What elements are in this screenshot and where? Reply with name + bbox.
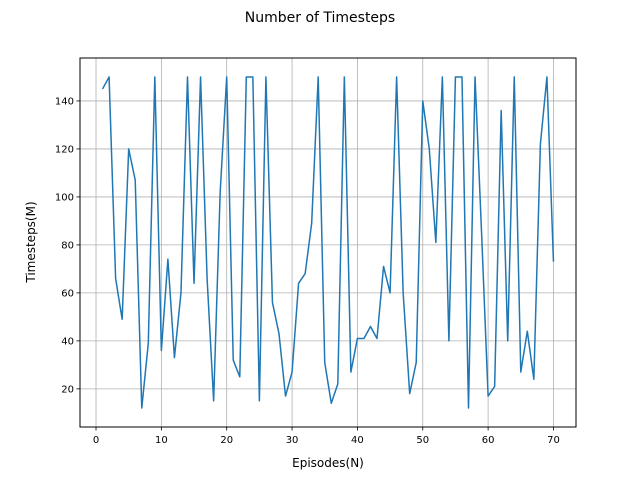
- plot-frame: [79, 57, 577, 428]
- x-tick-label: 30: [286, 435, 299, 446]
- series-line: [101, 76, 555, 409]
- x-tick-label: 20: [220, 435, 233, 446]
- chart-title: Number of Timesteps: [245, 10, 395, 26]
- x-tick-label: 10: [155, 435, 168, 446]
- y-tick-label: 40: [61, 336, 74, 347]
- x-tick-label: 70: [547, 435, 560, 446]
- x-axis-label: Episodes(N): [292, 456, 364, 470]
- x-tick-label: 0: [93, 435, 99, 446]
- y-tick-label: 80: [61, 240, 74, 251]
- y-tick-label: 20: [61, 384, 74, 395]
- series-group: [101, 76, 555, 409]
- x-tick-label: 50: [416, 435, 429, 446]
- y-axis-label: Timesteps(M): [24, 201, 38, 283]
- y-axis-ticks: 20 40 60 80 100 120 140: [55, 96, 80, 395]
- x-axis-ticks: 0 10 20 30 40 50 60 70: [93, 427, 560, 446]
- x-tick-label: 60: [482, 435, 495, 446]
- y-tick-label: 120: [55, 144, 74, 155]
- y-tick-label: 100: [55, 192, 74, 203]
- x-tick-label: 40: [351, 435, 364, 446]
- y-tick-label: 140: [55, 96, 74, 107]
- y-tick-label: 60: [61, 288, 74, 299]
